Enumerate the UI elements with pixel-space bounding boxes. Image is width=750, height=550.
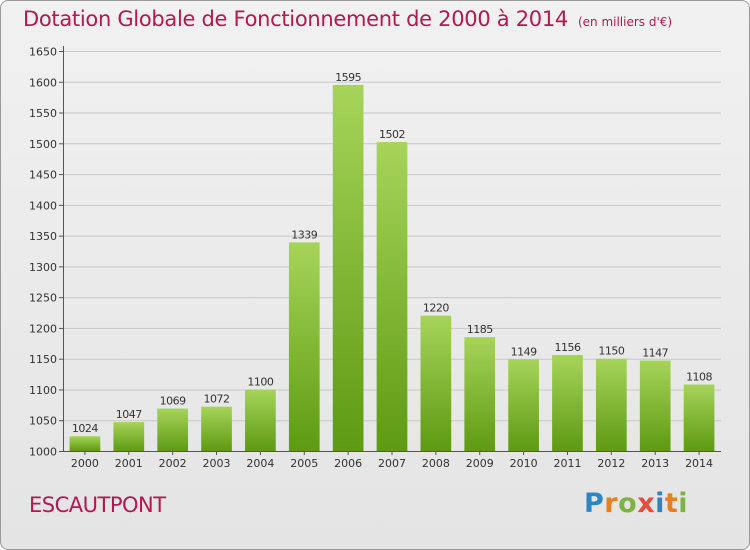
logo-letter: r (604, 488, 619, 519)
x-tick-label-2010: 2010 (510, 457, 538, 470)
chart-subtitle: (en milliers d'€) (577, 15, 673, 29)
logo-letter: i (655, 488, 665, 519)
bar-2001 (113, 422, 145, 451)
data-label-2009: 1185 (467, 323, 493, 336)
bars (69, 84, 715, 452)
logo-letter: i (678, 488, 689, 519)
logo-letter: o (618, 488, 638, 519)
chart-title: Dotation Globale de Fonctionnement de 20… (23, 7, 568, 31)
bar-2010 (508, 359, 539, 451)
data-label-2000: 1024 (72, 422, 98, 435)
commune-name: ESCAUTPONT (29, 493, 166, 517)
x-tick-label-2006: 2006 (334, 457, 362, 470)
y-tick-label: 1550 (29, 107, 57, 120)
data-label-2005: 1339 (291, 228, 317, 241)
x-tick-label-2012: 2012 (597, 457, 625, 470)
y-tick-label: 1050 (29, 415, 57, 428)
y-tick-label: 1600 (29, 76, 57, 89)
bar-2000 (69, 436, 101, 451)
x-tick-label-2002: 2002 (159, 457, 187, 470)
y-tick-label: 1500 (29, 138, 57, 151)
x-tick-label-2011: 2011 (553, 457, 581, 470)
data-label-2004: 1100 (247, 375, 273, 388)
bar-2014 (683, 384, 715, 451)
bar-2006 (332, 84, 364, 451)
data-label-2008: 1220 (423, 302, 449, 315)
y-tick-label: 1450 (29, 169, 57, 182)
bar-2008 (420, 315, 452, 451)
data-label-2003: 1072 (204, 393, 230, 406)
x-tick-label-2008: 2008 (422, 457, 450, 470)
y-tick-label: 1100 (29, 384, 57, 397)
data-label-2010: 1149 (511, 345, 537, 358)
x-tick-label-2009: 2009 (466, 457, 494, 470)
bar-2002 (157, 408, 189, 451)
y-tick-label: 1400 (29, 199, 57, 212)
proxiti-logo[interactable]: Proxiti (584, 488, 688, 519)
logo-letter: t (664, 488, 679, 519)
data-label-2002: 1069 (160, 395, 186, 408)
data-labels: 1024 1047 1069 1072 1100 1339 1595 1502 1220 1185… (72, 71, 713, 435)
bar-2005 (288, 242, 320, 451)
x-tick-label-2000: 2000 (71, 457, 99, 470)
data-label-2001: 1047 (116, 408, 142, 421)
x-tick-label-2014: 2014 (685, 457, 713, 470)
x-tick-label-2007: 2007 (378, 457, 406, 470)
bar-2009 (464, 337, 496, 451)
y-tick-label: 1650 (29, 46, 57, 59)
y-tick-label: 1300 (29, 261, 57, 274)
data-label-2007: 1502 (379, 128, 405, 141)
logo-letter: P (584, 488, 605, 519)
data-label-2013: 1147 (642, 347, 668, 360)
y-tick-label: 1350 (29, 230, 57, 243)
x-tick-label-2003: 2003 (203, 457, 231, 470)
x-tick-label-2001: 2001 (115, 457, 143, 470)
bar-2013 (639, 360, 671, 451)
x-axis-ticks: 2000 2001 2002 2003 2004 2005 2006 2007 2008 2009… (71, 451, 713, 470)
y-tick-label: 1200 (29, 322, 57, 335)
logo-letter: x (637, 488, 656, 519)
data-label-2014: 1108 (686, 371, 712, 384)
data-label-2011: 1156 (554, 341, 580, 354)
y-tick-label: 1250 (29, 292, 57, 305)
data-label-2012: 1150 (598, 345, 624, 358)
bar-2004 (245, 389, 276, 451)
y-tick-label: 1000 (29, 446, 57, 459)
data-label-2006: 1595 (335, 71, 361, 84)
title-block: Dotation Globale de Fonctionnement de 20… (23, 7, 672, 31)
bar-2003 (201, 406, 232, 451)
x-tick-label-2005: 2005 (290, 457, 318, 470)
x-tick-label-2013: 2013 (641, 457, 669, 470)
bar-2007 (376, 142, 408, 452)
y-tick-label: 1150 (29, 353, 57, 366)
x-tick-label-2004: 2004 (246, 457, 274, 470)
bar-2011 (552, 355, 583, 451)
bar-2012 (595, 358, 627, 451)
y-axis-ticks: 1000 1050 1100 1150 1200 1250 1300 1350 1400 1450… (29, 46, 63, 459)
